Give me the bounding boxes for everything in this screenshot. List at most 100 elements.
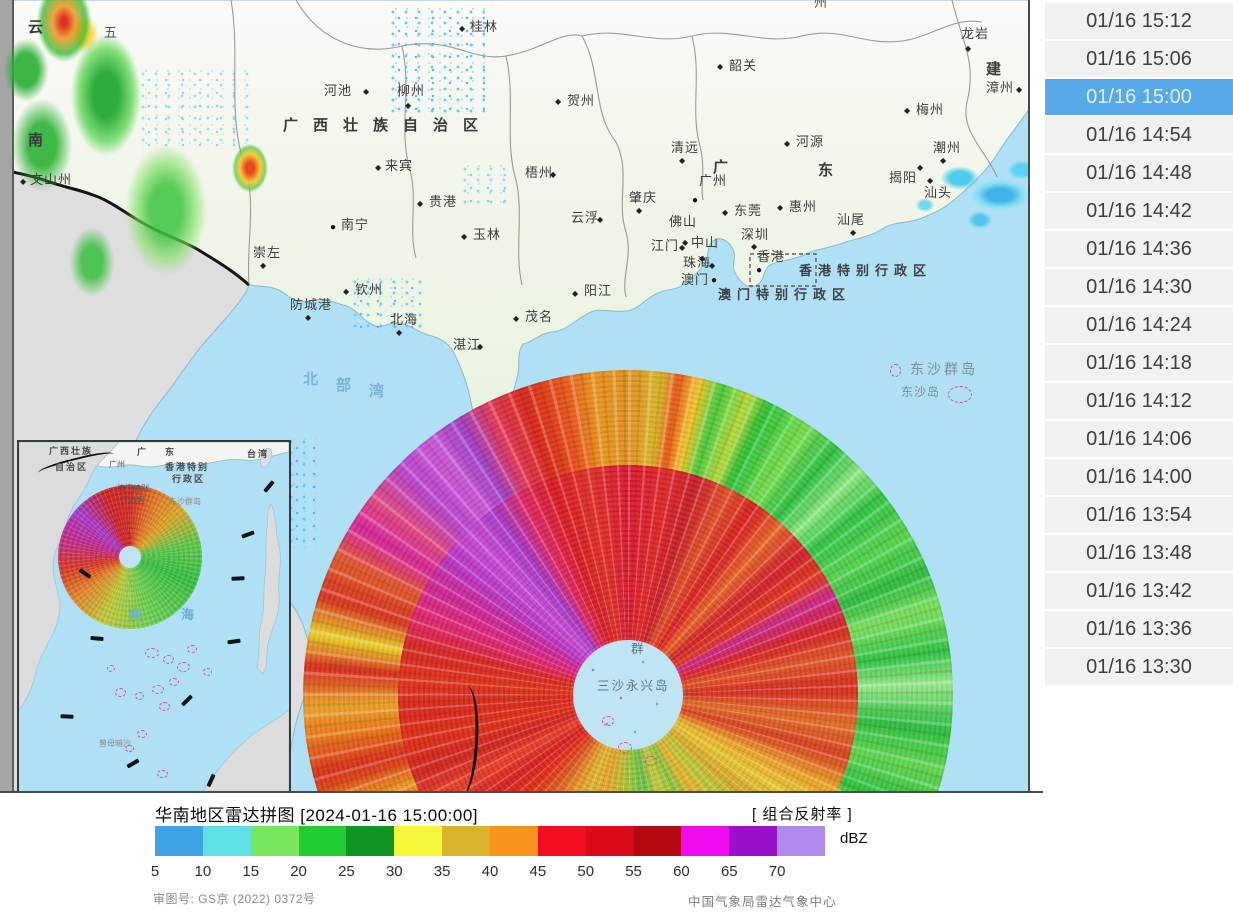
timeline: 01/16 15:12 01/16 15:06 01/16 15:00 01/16 1… bbox=[1045, 0, 1233, 924]
legend-color-cell bbox=[729, 826, 778, 856]
map-label: 桂林 bbox=[470, 19, 499, 34]
map-label: 建 bbox=[986, 61, 1002, 78]
city-diamond-marker: ◆ bbox=[305, 313, 312, 322]
city-diamond-marker: ◆ bbox=[477, 342, 484, 351]
city-diamond-marker: ◆ bbox=[679, 156, 686, 165]
map-label: 漳州 bbox=[986, 80, 1015, 95]
map-label: 河源 bbox=[796, 134, 825, 149]
radar-map: 云五南广西壮族自治区广东建州香港特别行政区 澳门特别行政区 桂林 柳州 河池 贺州 韶关 梅州… bbox=[0, 0, 1030, 791]
map-label: 澳门 bbox=[681, 272, 710, 287]
legend-tick-label: 35 bbox=[433, 863, 451, 880]
city-diamond-marker: ◆ bbox=[940, 156, 947, 165]
inset-label: 曾母暗沙 bbox=[99, 739, 131, 748]
timeline-item[interactable]: 01/16 14:54 bbox=[1045, 117, 1233, 153]
map-label: 茂名 bbox=[525, 309, 554, 324]
map-license-number: 审图号: GS京 (2022) 0372号 bbox=[153, 892, 316, 906]
legend-panel: 华南地区雷达拼图 [2024-01-16 15:00:00] [ 组合反射率 ]… bbox=[0, 791, 1043, 924]
map-label: 云浮 bbox=[571, 210, 600, 225]
timeline-item[interactable]: 01/16 14:18 bbox=[1045, 345, 1233, 381]
inset-island-cluster bbox=[107, 665, 115, 672]
city-diamond-marker: ◆ bbox=[1016, 85, 1023, 94]
legend-tick-label: 55 bbox=[625, 863, 642, 880]
city-dot-marker: ● bbox=[692, 195, 699, 206]
timeline-item[interactable]: 01/16 13:36 bbox=[1045, 611, 1233, 647]
city-diamond-marker: ◆ bbox=[917, 163, 924, 172]
map-label: 贵港 bbox=[429, 194, 458, 209]
city-diamond-marker: ◆ bbox=[636, 206, 643, 215]
timeline-item[interactable]: 01/16 14:36 bbox=[1045, 231, 1233, 267]
city-diamond-marker: ◆ bbox=[417, 199, 424, 208]
city-diamond-marker: ◆ bbox=[405, 101, 412, 110]
inset-label: 南 bbox=[129, 607, 143, 622]
map-label: 柳州 bbox=[397, 83, 426, 98]
inset-island-cluster bbox=[115, 688, 126, 697]
inset-label: 行政区 bbox=[172, 474, 206, 484]
city-diamond-marker: ◆ bbox=[965, 44, 972, 53]
legend-tick-label: 65 bbox=[720, 863, 738, 880]
inset-island-cluster bbox=[125, 745, 134, 752]
map-label: 部 bbox=[336, 377, 352, 394]
map-label: 广 bbox=[713, 159, 729, 176]
data-source-label: 中国气象局雷达气象中心 bbox=[688, 895, 837, 909]
timeline-item[interactable]: 01/16 14:30 bbox=[1045, 269, 1233, 305]
city-dot-marker: ● bbox=[330, 222, 337, 233]
inset-nine-dash-segment bbox=[231, 576, 245, 581]
timeline-item[interactable]: 01/16 13:30 bbox=[1045, 649, 1233, 685]
timeline-item[interactable]: 01/16 14:24 bbox=[1045, 307, 1233, 343]
city-diamond-marker: ◆ bbox=[513, 314, 520, 323]
map-label: 广西壮族自治区 bbox=[283, 117, 494, 134]
legend-color-cell bbox=[681, 826, 730, 856]
island-outline bbox=[618, 742, 632, 753]
map-label: 东沙岛 bbox=[901, 385, 941, 399]
city-diamond-marker: ◆ bbox=[927, 176, 934, 185]
timeline-item[interactable]: 01/16 14:00 bbox=[1045, 459, 1233, 495]
city-diamond-marker: ◆ bbox=[597, 215, 604, 224]
legend-tick-label: 15 bbox=[242, 863, 260, 880]
legend-color-cell bbox=[585, 826, 634, 856]
legend-color-cell bbox=[633, 826, 682, 856]
map-label: 云 bbox=[28, 19, 44, 36]
map-label: 南 bbox=[28, 132, 44, 149]
inset-island-cluster bbox=[152, 685, 164, 694]
inset-island-cluster bbox=[163, 655, 174, 664]
timeline-item[interactable]: 01/16 15:00 bbox=[1045, 79, 1233, 115]
timeline-item[interactable]: 01/16 14:06 bbox=[1045, 421, 1233, 457]
legend-tick-label: 30 bbox=[385, 863, 403, 880]
city-diamond-marker: ◆ bbox=[459, 24, 466, 33]
island-outline bbox=[890, 364, 901, 377]
timeline-item[interactable]: 01/16 13:54 bbox=[1045, 497, 1233, 533]
map-edge-strip bbox=[0, 0, 12, 791]
inset-label: 澳门特别 bbox=[117, 484, 149, 493]
map-label: 崇左 bbox=[253, 245, 282, 260]
timeline-item[interactable]: 01/16 15:12 bbox=[1045, 3, 1233, 39]
map-label: 江门 bbox=[651, 238, 680, 253]
timeline-item[interactable]: 01/16 13:48 bbox=[1045, 535, 1233, 571]
timeline-item[interactable]: 01/16 14:42 bbox=[1045, 193, 1233, 229]
timeline-item[interactable]: 01/16 14:12 bbox=[1045, 383, 1233, 419]
city-diamond-marker: ◆ bbox=[904, 106, 911, 115]
inset-label: 广西壮族 bbox=[49, 446, 94, 456]
city-diamond-marker: ◆ bbox=[682, 238, 689, 247]
city-diamond-marker: ◆ bbox=[777, 203, 784, 212]
inset-nine-dash-segment bbox=[60, 714, 74, 719]
timeline-item[interactable]: 01/16 15:06 bbox=[1045, 41, 1233, 77]
legend-color-cell bbox=[298, 826, 347, 856]
legend-color-cell bbox=[442, 826, 491, 856]
map-label: 贺州 bbox=[567, 93, 596, 108]
map-label: 玉林 bbox=[473, 227, 502, 242]
map-label: 惠州 bbox=[789, 199, 818, 214]
city-dot-marker: ● bbox=[711, 275, 718, 286]
map-label: 佛山 bbox=[669, 214, 698, 229]
inset-label: 东 bbox=[165, 447, 177, 457]
legend-color-cell bbox=[490, 826, 538, 856]
map-label: 香港特别行政区 bbox=[799, 263, 933, 278]
island-outline bbox=[948, 386, 972, 403]
island-outline bbox=[645, 756, 657, 766]
city-diamond-marker: ◆ bbox=[461, 232, 468, 241]
timeline-item[interactable]: 01/16 14:48 bbox=[1045, 155, 1233, 191]
timeline-item[interactable]: 01/16 13:42 bbox=[1045, 573, 1233, 609]
inset-label: 海 bbox=[181, 607, 195, 622]
map-label: 州 bbox=[814, 0, 828, 10]
inset-island-cluster bbox=[135, 692, 144, 700]
inset-radar-hole bbox=[119, 546, 141, 568]
